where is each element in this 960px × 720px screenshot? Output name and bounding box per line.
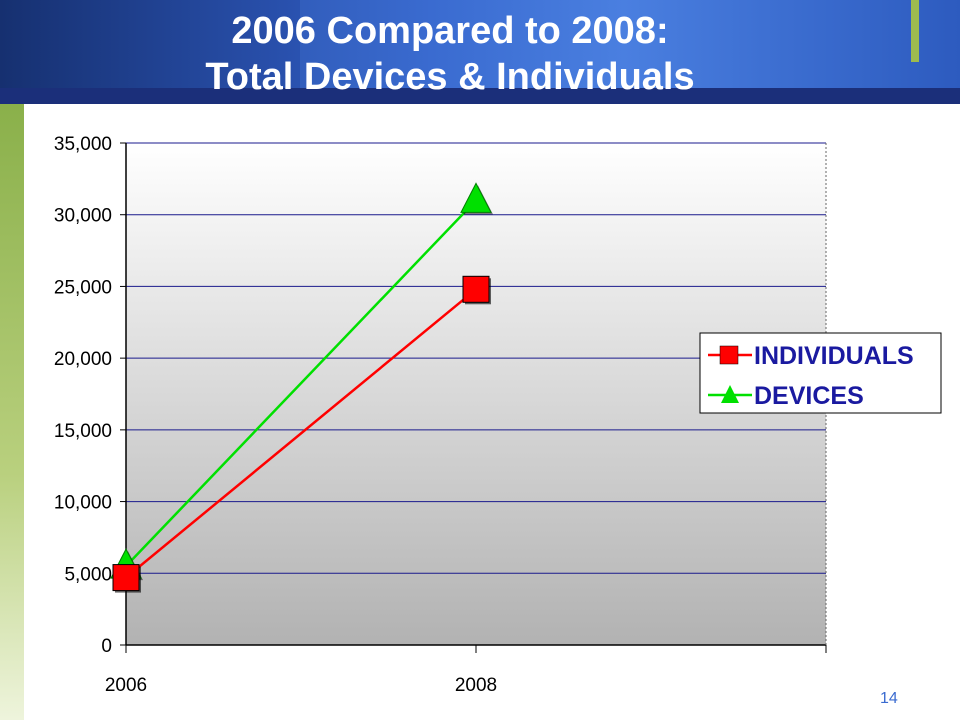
slide-title-line-1: 2006 Compared to 2008: xyxy=(231,10,669,52)
legend-marker-triangle-icon xyxy=(721,385,739,403)
x-axis-ticks: 2006 2008 xyxy=(105,645,827,696)
title-banner-stripe xyxy=(0,88,960,104)
data-point-individuals xyxy=(112,564,140,592)
y-tick-label: 10,000 xyxy=(54,493,112,514)
y-tick-label: 5,000 xyxy=(64,564,112,585)
y-tick-label: 30,000 xyxy=(54,206,112,227)
data-point-individuals xyxy=(462,275,490,303)
legend-box xyxy=(699,332,942,414)
series-line-individuals xyxy=(125,288,477,579)
accent-bar xyxy=(911,0,919,62)
legend-label-individuals: INDIVIDUALS xyxy=(754,342,914,370)
slide-title: 2006 Compared to 2008: Total Devices & I… xyxy=(60,8,840,100)
y-tick-label: 15,000 xyxy=(54,421,112,442)
y-tick-label: 20,000 xyxy=(54,349,112,370)
series-line-devices xyxy=(125,199,477,567)
y-tick-label: 35,000 xyxy=(54,134,112,155)
y-axis-ticks: 0 5,000 10,000 15,000 20,000 25,000 30,000 35,0… xyxy=(54,134,126,657)
slide-title-line-2: Total Devices & Individuals xyxy=(205,56,695,98)
title-banner-dark-segment xyxy=(0,0,300,104)
x-tick-label: 2006 xyxy=(105,675,147,696)
data-point-devices xyxy=(460,182,492,213)
page-number: 14 xyxy=(880,690,898,707)
legend-label-devices: DEVICES xyxy=(754,382,864,410)
y-tick-label: 0 xyxy=(101,636,112,657)
series-group xyxy=(110,182,493,593)
x-tick-label: 2008 xyxy=(455,675,497,696)
side-accent-bar xyxy=(0,104,24,720)
legend: INDIVIDUALS DEVICES xyxy=(699,332,942,414)
legend-marker-square-icon xyxy=(719,345,739,365)
y-tick-label: 25,000 xyxy=(54,277,112,298)
